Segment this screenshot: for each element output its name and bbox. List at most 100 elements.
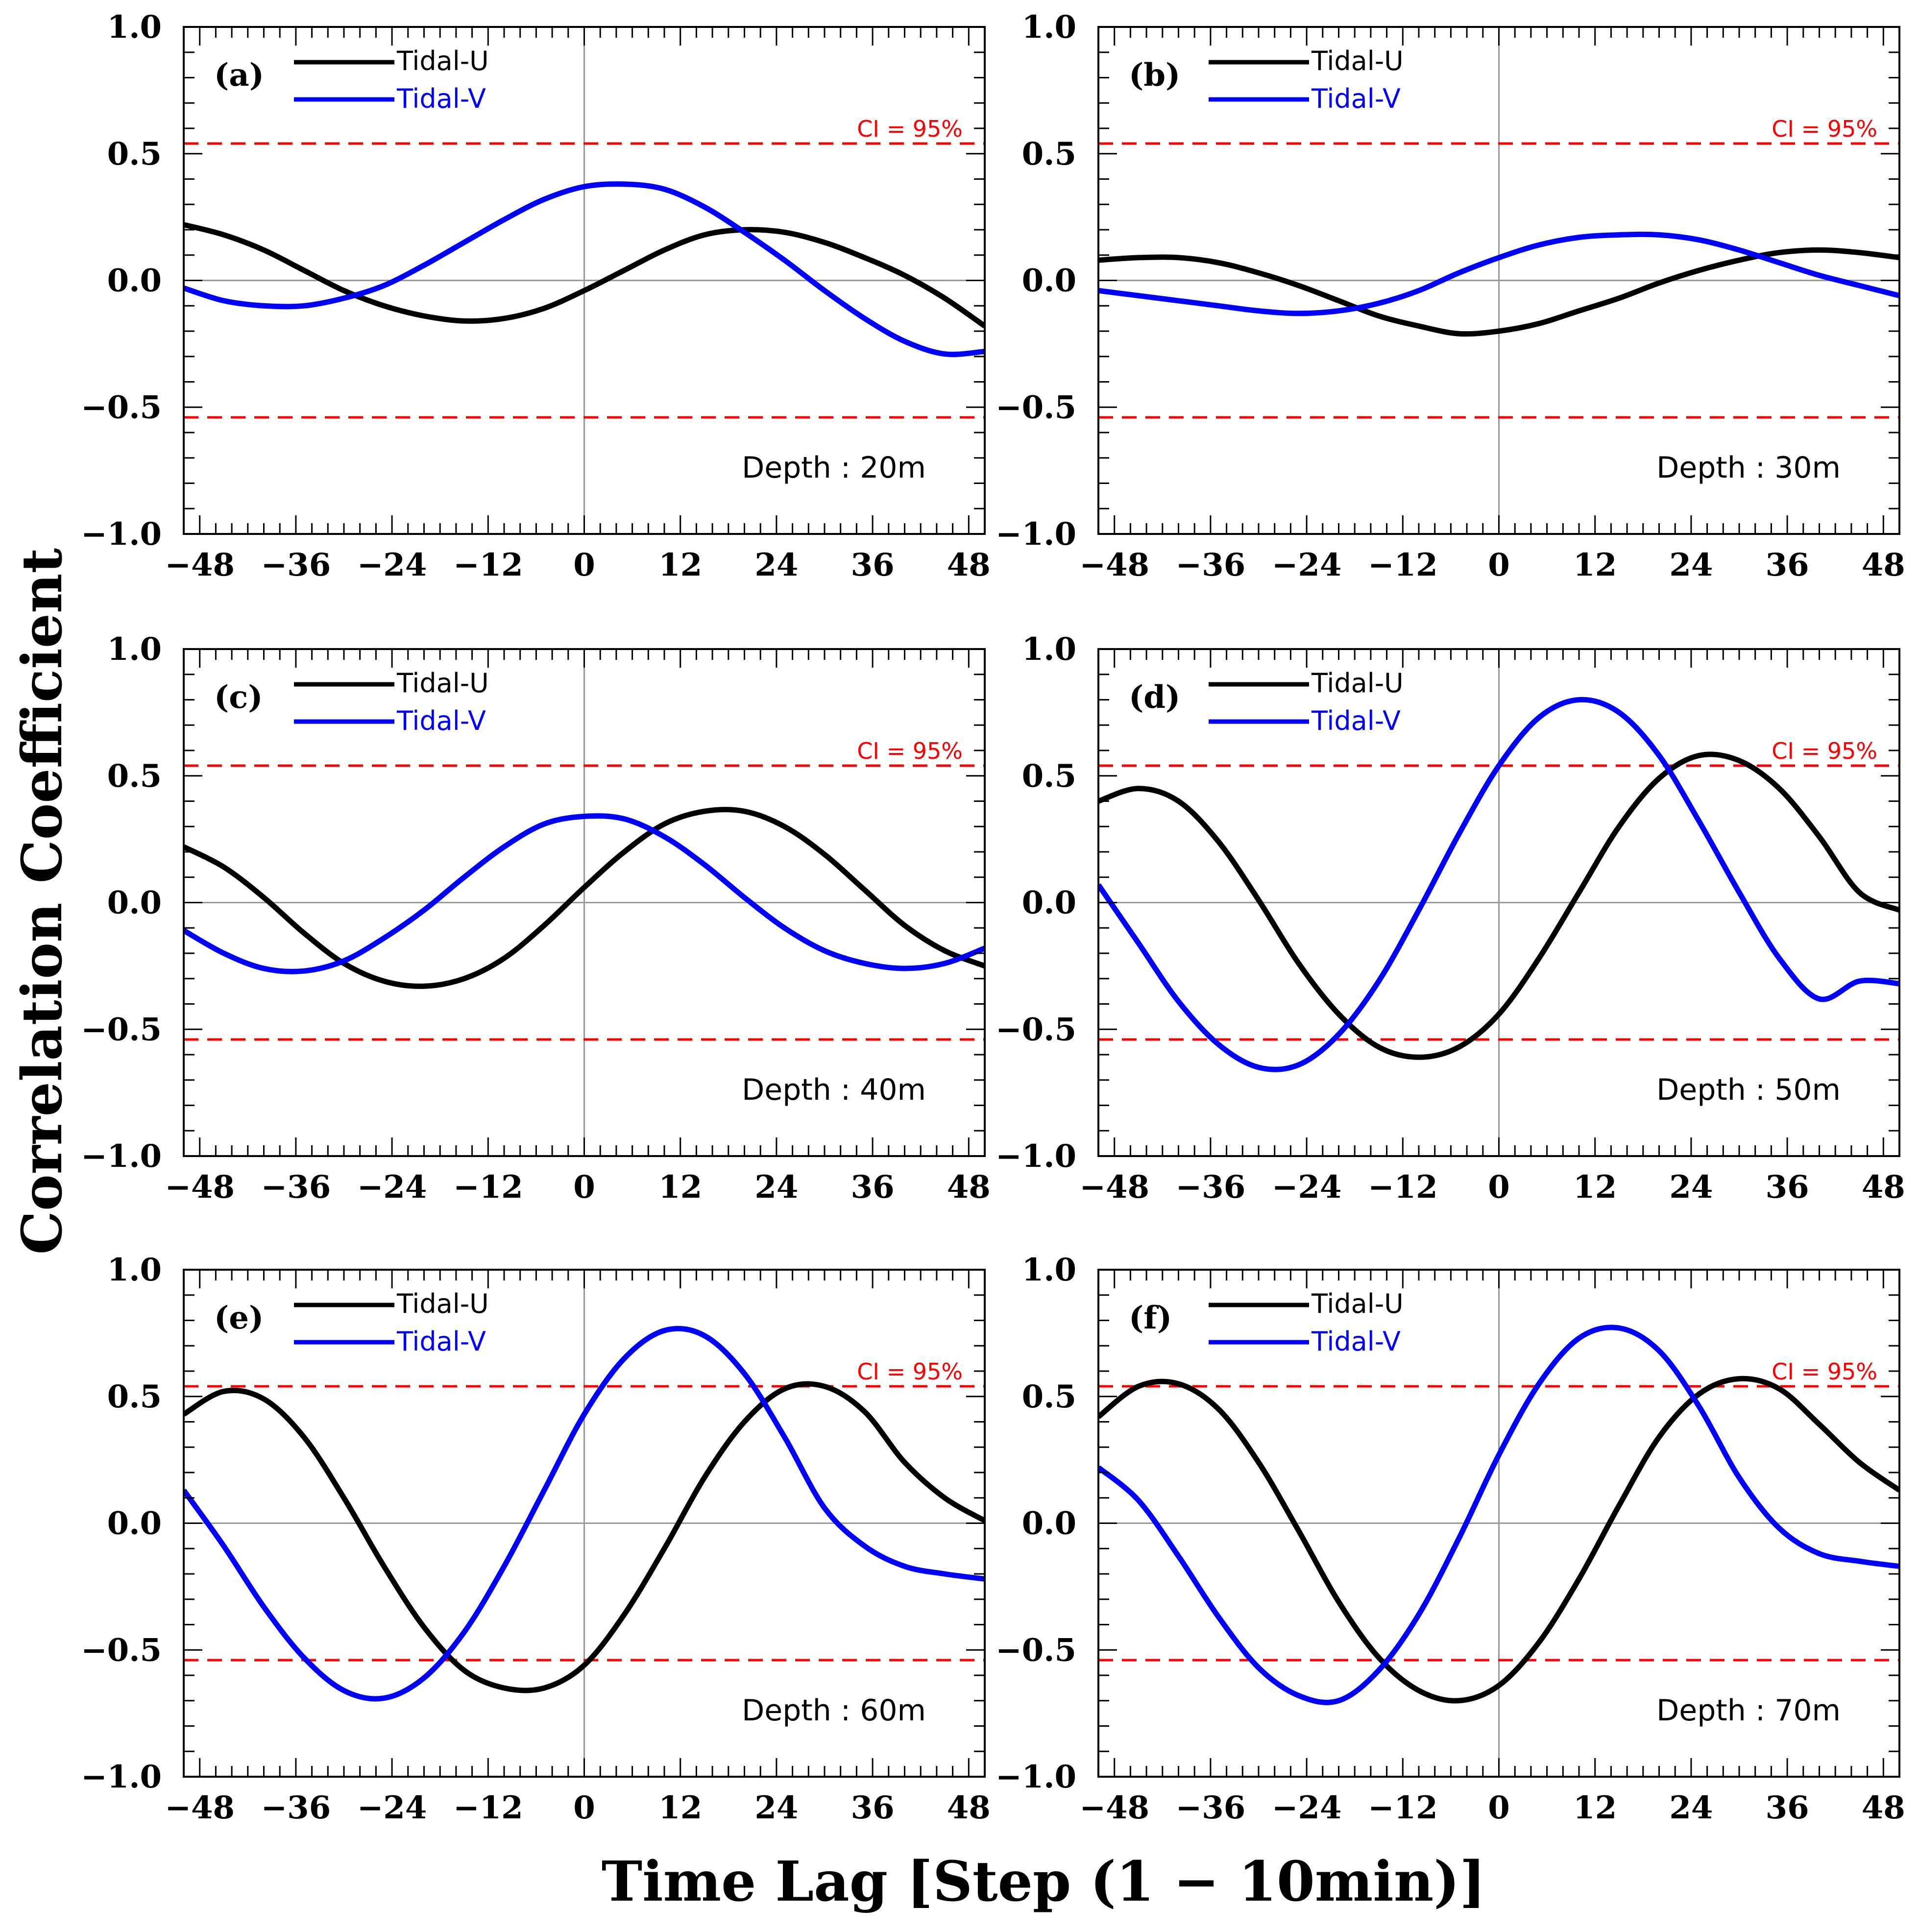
x-tick-label: −24 bbox=[1272, 547, 1342, 583]
x-tick-label: 0 bbox=[1488, 1169, 1510, 1206]
y-tick-label: 0.0 bbox=[107, 885, 162, 921]
y-tick-label: 1.0 bbox=[1022, 9, 1076, 46]
y-tick-label: −1.0 bbox=[81, 1138, 162, 1175]
x-tick-label: 0 bbox=[1488, 547, 1510, 583]
x-tick-label: 36 bbox=[851, 1789, 895, 1826]
ci-label: CI = 95% bbox=[857, 1358, 963, 1385]
x-tick-label: 24 bbox=[1669, 1789, 1713, 1826]
x-tick-label: −24 bbox=[1272, 1169, 1342, 1206]
y-tick-label: −1.0 bbox=[996, 516, 1076, 553]
x-tick-label: 0 bbox=[573, 1789, 595, 1826]
depth-label: Depth : 30m bbox=[1656, 451, 1841, 485]
legend-label-tidal-v: Tidal-V bbox=[1311, 705, 1401, 736]
y-tick-label: −1.0 bbox=[81, 1759, 162, 1795]
series-line-tidal-v bbox=[1098, 697, 1899, 1072]
y-tick-label: 0.5 bbox=[1022, 1378, 1076, 1415]
x-tick-label: 36 bbox=[1766, 547, 1809, 583]
chart-panel-1: CI = 95% −48 −36 −24 −12 0 12 24 36 48 1.0 0.5 0.0 −0… bbox=[81, 9, 991, 583]
x-tick-label: −48 bbox=[165, 1789, 235, 1826]
legend-label-tidal-u: Tidal-U bbox=[1311, 1288, 1404, 1319]
x-tick-label: −12 bbox=[1368, 1169, 1438, 1206]
y-tick-label: 0.5 bbox=[107, 136, 162, 172]
y-tick-label: 1.0 bbox=[1022, 1252, 1076, 1288]
x-tick-label: −36 bbox=[1176, 1789, 1246, 1826]
x-tick-label: −48 bbox=[1079, 1169, 1149, 1206]
series-line-tidal-v bbox=[1098, 231, 1899, 316]
x-tick-label: 48 bbox=[947, 1789, 991, 1826]
x-tick-label: −24 bbox=[357, 1789, 427, 1826]
legend-label-tidal-u: Tidal-U bbox=[396, 46, 489, 76]
y-tick-label: 1.0 bbox=[107, 1252, 162, 1288]
y-axis-label: Correlation Coefficient bbox=[10, 548, 74, 1255]
x-tick-label: −12 bbox=[1368, 1789, 1438, 1826]
legend-label-tidal-u: Tidal-U bbox=[1311, 668, 1404, 699]
x-tick-label: −12 bbox=[453, 1789, 523, 1826]
series-line-tidal-u bbox=[184, 807, 985, 989]
y-tick-label: 0.5 bbox=[1022, 136, 1076, 172]
y-tick-label: 0.0 bbox=[1022, 263, 1076, 299]
x-tick-label: 12 bbox=[658, 547, 702, 583]
x-tick-label: 24 bbox=[754, 1789, 798, 1826]
x-tick-label: 48 bbox=[1862, 1789, 1905, 1826]
legend-label-tidal-v: Tidal-V bbox=[396, 705, 486, 736]
legend-label-tidal-v: Tidal-V bbox=[396, 83, 486, 114]
y-tick-label: −0.5 bbox=[996, 389, 1076, 426]
panel-label: (b) bbox=[1129, 57, 1180, 94]
x-tick-label: −36 bbox=[1176, 547, 1246, 583]
x-tick-label: −48 bbox=[1079, 1789, 1149, 1826]
x-tick-label: 12 bbox=[1573, 1789, 1617, 1826]
x-tick-label: −12 bbox=[1368, 547, 1438, 583]
x-tick-label: 24 bbox=[754, 1169, 798, 1206]
x-tick-label: 0 bbox=[1488, 1789, 1510, 1826]
x-tick-label: 12 bbox=[658, 1169, 702, 1206]
legend-label-tidal-u: Tidal-U bbox=[1311, 46, 1404, 76]
series-line-tidal-u bbox=[184, 1381, 985, 1693]
chart-panel-6: CI = 95% −48 −36 −24 −12 0 12 24 36 48 1.0 0.5 0.0 −0… bbox=[996, 1252, 1905, 1826]
panel-label: (a) bbox=[214, 57, 264, 94]
y-tick-label: 0.5 bbox=[1022, 758, 1076, 795]
legend-label-tidal-v: Tidal-V bbox=[1311, 1326, 1401, 1357]
y-tick-label: −0.5 bbox=[81, 1632, 162, 1668]
ci-label: CI = 95% bbox=[857, 116, 963, 142]
x-tick-label: 24 bbox=[1669, 547, 1713, 583]
y-tick-label: −0.5 bbox=[996, 1632, 1076, 1668]
panels-group: CI = 95% −48 −36 −24 −12 0 12 24 36 48 1.0 0.5 0.0 −0… bbox=[81, 9, 1905, 1826]
x-tick-label: 24 bbox=[754, 547, 798, 583]
series-line-tidal-u bbox=[184, 222, 985, 329]
x-tick-label: 12 bbox=[1573, 1169, 1617, 1206]
y-tick-label: 0.0 bbox=[1022, 1505, 1076, 1542]
x-tick-label: −48 bbox=[1079, 547, 1149, 583]
x-tick-label: −12 bbox=[453, 1169, 523, 1206]
panel-label: (d) bbox=[1129, 679, 1180, 716]
x-tick-label: 24 bbox=[1669, 1169, 1713, 1206]
x-tick-label: 36 bbox=[851, 1169, 895, 1206]
series-line-tidal-v bbox=[1098, 1325, 1899, 1705]
ci-label: CI = 95% bbox=[1772, 1358, 1877, 1385]
legend-label-tidal-u: Tidal-U bbox=[396, 668, 489, 699]
panel-label: (f) bbox=[1129, 1300, 1172, 1336]
y-tick-label: 1.0 bbox=[1022, 631, 1076, 668]
depth-label: Depth : 60m bbox=[742, 1693, 926, 1728]
depth-label: Depth : 70m bbox=[1656, 1693, 1841, 1728]
x-tick-label: 0 bbox=[573, 547, 595, 583]
y-tick-label: −1.0 bbox=[996, 1138, 1076, 1175]
y-tick-label: 0.5 bbox=[107, 1378, 162, 1415]
chart-panel-4: CI = 95% −48 −36 −24 −12 0 12 24 36 48 1.0 0.5 0.0 −0… bbox=[996, 631, 1905, 1206]
series-line-tidal-u bbox=[1098, 751, 1899, 1060]
y-tick-label: −0.5 bbox=[996, 1011, 1076, 1048]
x-tick-label: −36 bbox=[261, 1789, 331, 1826]
x-tick-label: 48 bbox=[947, 1169, 991, 1206]
depth-label: Depth : 40m bbox=[742, 1073, 926, 1107]
legend-label-tidal-v: Tidal-V bbox=[396, 1326, 486, 1357]
y-tick-label: −1.0 bbox=[996, 1759, 1076, 1795]
x-tick-label: 36 bbox=[1766, 1169, 1809, 1206]
x-tick-label: 48 bbox=[1862, 1169, 1905, 1206]
chart-panel-5: CI = 95% −48 −36 −24 −12 0 12 24 36 48 1.0 0.5 0.0 −0… bbox=[81, 1252, 991, 1826]
panel-label: (e) bbox=[214, 1300, 264, 1336]
series-line-tidal-v bbox=[184, 1326, 985, 1702]
x-tick-label: 48 bbox=[947, 547, 991, 583]
y-tick-label: 0.0 bbox=[107, 1505, 162, 1542]
x-tick-label: −36 bbox=[1176, 1169, 1246, 1206]
y-tick-label: 1.0 bbox=[107, 9, 162, 46]
x-tick-label: −36 bbox=[261, 1169, 331, 1206]
